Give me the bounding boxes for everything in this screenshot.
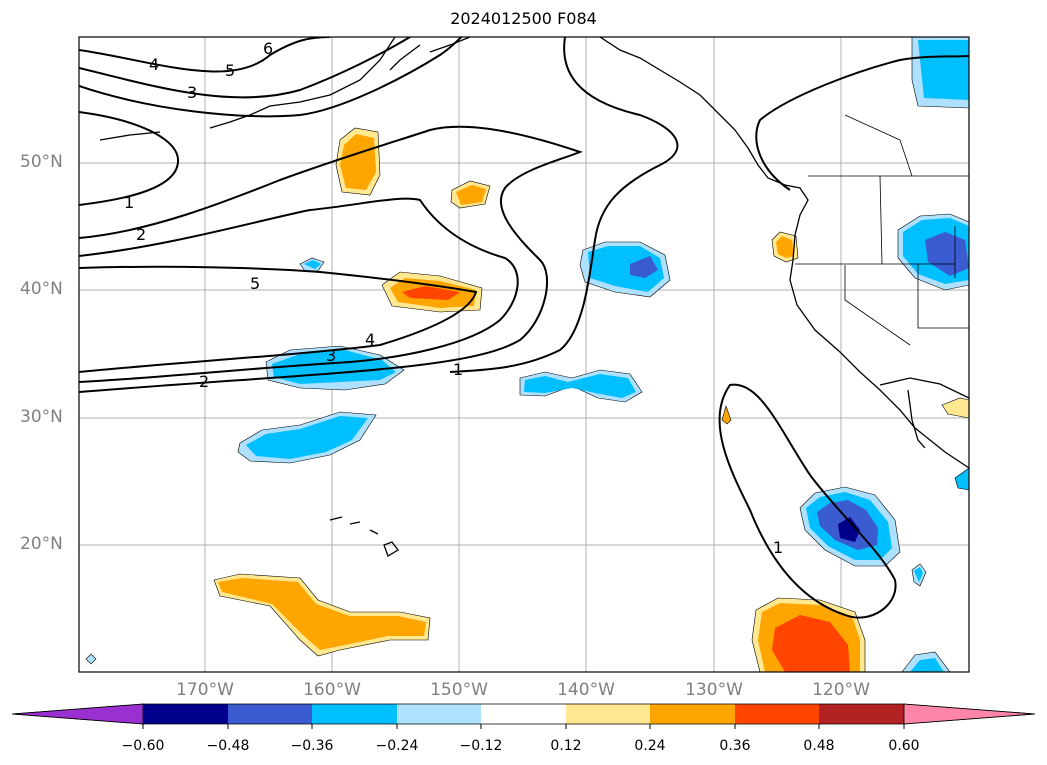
colorbar-tick: −0.12 bbox=[459, 738, 503, 754]
colorbar-tick: 0.48 bbox=[803, 738, 835, 754]
contour-label: 1 bbox=[453, 360, 463, 379]
lat-label: 40°N bbox=[20, 279, 63, 299]
contour-label: 3 bbox=[326, 346, 336, 365]
colorbar-tick: −0.36 bbox=[290, 738, 334, 754]
map-title: 2024012500 F084 bbox=[450, 9, 597, 28]
coastlines bbox=[99, 37, 969, 557]
contour-lines bbox=[79, 37, 969, 619]
contour-label: 2 bbox=[199, 372, 209, 391]
lon-label: 150°W bbox=[430, 680, 488, 700]
colorbar-tick: 0.24 bbox=[634, 738, 666, 754]
contour-label: 1 bbox=[124, 193, 134, 212]
colorbar-tick: −0.24 bbox=[375, 738, 419, 754]
contour-label: 3 bbox=[187, 83, 197, 102]
contour-label: 4 bbox=[149, 55, 159, 74]
colorbar-tick: 0.12 bbox=[550, 738, 582, 754]
colorbar-tick: −0.60 bbox=[121, 738, 165, 754]
lon-label: 140°W bbox=[557, 680, 615, 700]
lon-label: 130°W bbox=[685, 680, 743, 700]
colorbar-extend-high bbox=[903, 703, 1036, 725]
colorbar-tick: 0.60 bbox=[888, 738, 920, 754]
colorbar-extend-low bbox=[11, 703, 144, 725]
colorbar-tick: −0.48 bbox=[206, 738, 250, 754]
contour-label: 2 bbox=[136, 225, 146, 244]
contour-label: 4 bbox=[365, 330, 375, 349]
contour-label: 5 bbox=[225, 61, 235, 80]
graticule bbox=[79, 37, 969, 672]
lat-label: 20°N bbox=[20, 534, 63, 554]
lat-label: 30°N bbox=[20, 407, 63, 427]
map-frame bbox=[78, 36, 970, 673]
lon-label: 170°W bbox=[176, 680, 234, 700]
contour-label-group: 6 5 4 3 1 2 5 4 3 2 1 1 bbox=[124, 39, 783, 557]
lat-label: 50°N bbox=[20, 152, 63, 172]
lon-label: 120°W bbox=[812, 680, 870, 700]
contour-label: 5 bbox=[250, 274, 260, 293]
colorbar-tick: 0.36 bbox=[719, 738, 751, 754]
state-borders bbox=[795, 114, 969, 346]
contour-label: 6 bbox=[263, 39, 273, 58]
map-area bbox=[79, 37, 969, 672]
lon-label: 160°W bbox=[303, 680, 361, 700]
colorbar bbox=[11, 703, 1036, 729]
contour-label: 1 bbox=[773, 538, 783, 557]
